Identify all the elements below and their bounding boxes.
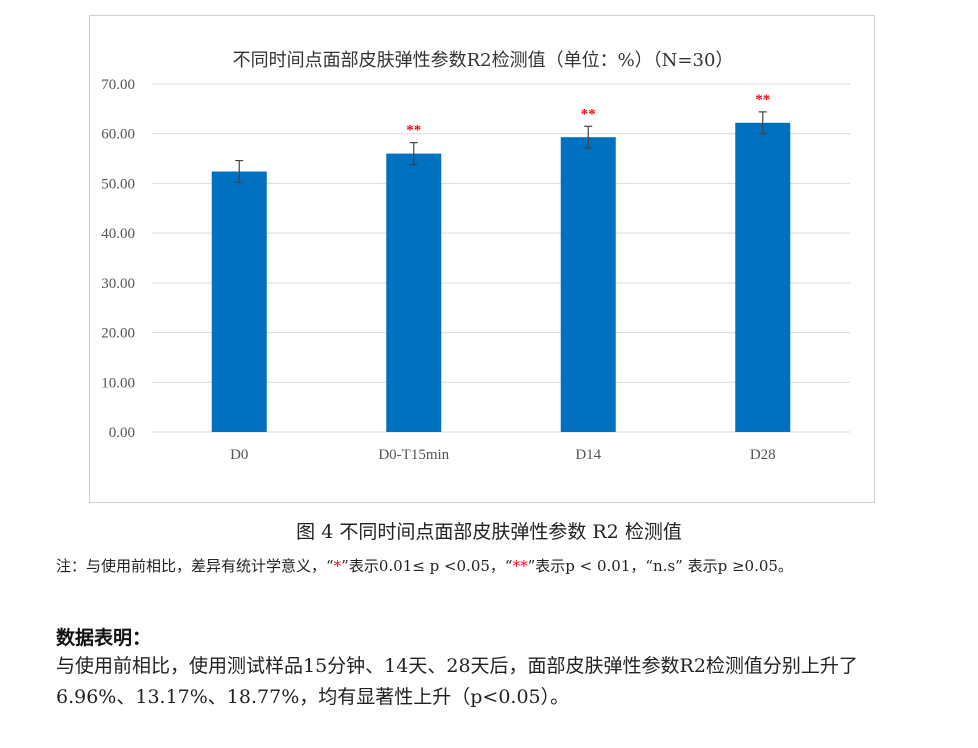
bar-d14 [560,137,616,432]
note-mid1: ”表示0.01≤ p <0.05，“ [341,557,513,575]
chart-container: 不同时间点面部皮肤弹性参数R2检测值（单位：%）（N=30） 0.00 10.00… [89,15,875,503]
significance-marker: ** [581,106,596,122]
bars: ** ** ** [211,92,791,433]
x-category-label: D14 [575,447,601,463]
x-category-label: D28 [750,447,776,463]
significance-marker: ** [406,123,421,139]
bar-d0-t15min [386,153,442,432]
x-category-label: D0-T15min [378,447,449,463]
y-tick-label: 0.00 [109,425,135,441]
bar-d0 [211,171,267,433]
figure-caption: 图 4 不同时间点面部皮肤弹性参数 R2 检测值 [296,521,682,543]
note-prefix: 注：与使用前相比，差异有统计学意义，“ [56,557,334,575]
gridlines [152,83,850,433]
bar-d28 [735,122,791,432]
y-tick-label: 10.00 [101,375,135,391]
data-summary-paragraph: 与使用前相比，使用测试样品15分钟、14天、28天后，面部皮肤弹性参数R2检测值… [56,655,858,708]
y-tick-label: 20.00 [101,326,135,342]
significance-note: 注：与使用前相比，差异有统计学意义，“*”表示0.01≤ p <0.05，“**… [56,555,793,576]
note-mid2: ”表示p < 0.01，“n.s” 表示p ≥0.05。 [527,557,793,575]
y-tick-label: 50.00 [101,176,135,192]
note-star-single: * [333,557,342,575]
significance-marker: ** [755,92,770,108]
y-tick-label: 70.00 [101,77,135,93]
y-tick-label: 40.00 [101,226,135,242]
y-tick-label: 60.00 [101,127,135,143]
data-heading: 数据表明： [56,627,152,649]
y-axis-ticks: 0.00 10.00 20.00 30.00 40.00 50.00 60.00 70.00 [101,77,135,441]
note-star-double: ** [512,557,528,575]
bar-chart: 不同时间点面部皮肤弹性参数R2检测值（单位：%）（N=30） 0.00 10.00… [101,50,850,463]
x-axis-labels: D0 D0-T15min D14 D28 [230,447,776,463]
y-tick-label: 30.00 [101,276,135,292]
x-category-label: D0 [230,447,248,463]
chart-title: 不同时间点面部皮肤弹性参数R2检测值（单位：%）（N=30） [233,50,734,71]
